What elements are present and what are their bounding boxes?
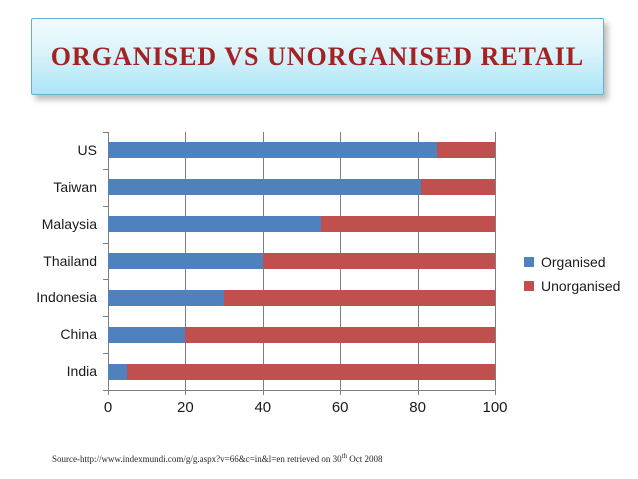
source-superscript: th: [341, 452, 348, 460]
y-axis-tick: [103, 243, 108, 244]
bar-segment-unorganised-china: [185, 326, 495, 343]
y-axis-tick: [103, 316, 108, 317]
x-axis-tick: [185, 390, 187, 395]
y-axis-tick: [103, 169, 108, 170]
y-axis-tick: [103, 353, 108, 354]
category-label: US: [77, 142, 97, 158]
legend-swatch-organised: [524, 257, 534, 267]
legend-swatch-unorganised: [524, 281, 534, 291]
gridline: [495, 132, 496, 390]
x-tick-label: 100: [482, 399, 508, 416]
source-note: Source-http://www.indexmundi.com/g/g.asp…: [52, 452, 383, 464]
legend-label: Organised: [541, 254, 606, 270]
x-tick-label: 0: [103, 399, 113, 416]
x-tick-label: 60: [331, 399, 349, 416]
category-label: China: [60, 326, 97, 343]
category-label: Indonesia: [36, 289, 97, 306]
plot-area: [103, 132, 496, 395]
bar-segment-unorganised-thailand: [262, 253, 495, 269]
bar-segment-unorganised-indonesia: [224, 289, 495, 306]
bar-segment-unorganised-malaysia: [320, 216, 495, 233]
category-label: Taiwan: [53, 178, 97, 195]
bar-segment-organised-taiwan: [108, 179, 422, 196]
y-axis-tick: [103, 390, 108, 391]
legend-item-organised: Organised: [524, 250, 620, 274]
x-axis-tick: [108, 390, 109, 395]
x-tick-label: 80: [409, 399, 426, 416]
legend-item-unorganised: Unorganised: [524, 274, 620, 298]
title-box: ORGANISED VS UNORGANISED RETAIL: [31, 18, 604, 95]
y-axis-tick: [103, 132, 108, 133]
x-axis-tick: [417, 390, 419, 395]
bar-segment-organised-indonesia: [108, 289, 225, 306]
bar-segment-unorganised-india: [127, 363, 495, 380]
bar-segment-unorganised-us: [436, 142, 495, 159]
y-axis-tick: [103, 206, 108, 207]
source-date: Oct 2008: [347, 454, 383, 464]
bar-segment-organised-us: [108, 142, 437, 159]
bar-segment-organised-malaysia: [108, 216, 321, 233]
bar-segment-organised-china: [108, 326, 186, 343]
x-tick-label: 40: [254, 399, 272, 416]
slide-title: ORGANISED VS UNORGANISED RETAIL: [50, 41, 585, 71]
bar-segment-unorganised-taiwan: [421, 179, 495, 196]
x-tick-label: 20: [177, 399, 194, 416]
x-axis-tick: [262, 390, 264, 395]
bar-segment-organised-india: [108, 363, 128, 380]
y-axis-tick: [103, 279, 108, 280]
category-label: Malaysia: [41, 215, 97, 232]
category-label: India: [66, 363, 97, 380]
x-axis-tick: [495, 390, 496, 395]
category-label: Thailand: [43, 252, 97, 269]
legend-label: Unorganised: [541, 278, 621, 294]
bar-segment-organised-thailand: [108, 253, 263, 269]
source-text: Source-http://www.indexmundi.com/g/g.asp…: [52, 454, 342, 464]
x-axis-tick: [340, 390, 342, 395]
chart-legend: Organised Unorganised: [524, 250, 620, 298]
